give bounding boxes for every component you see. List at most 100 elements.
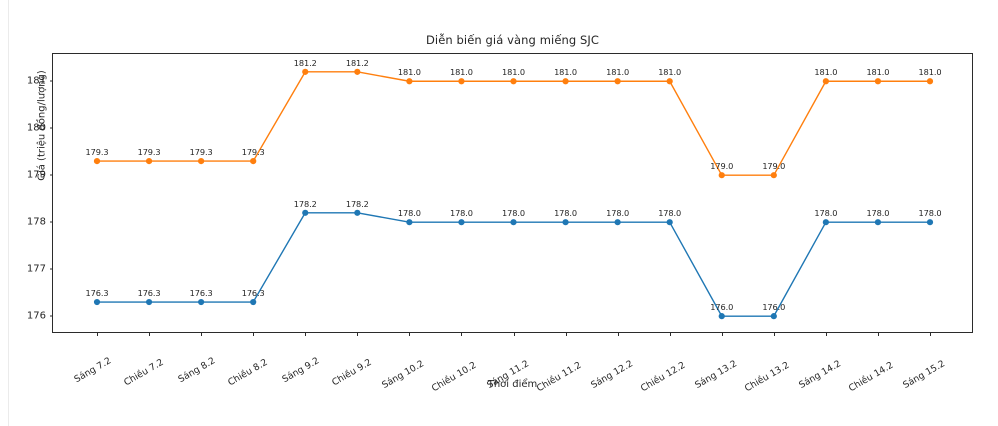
- data-point-label: 178.2: [345, 198, 369, 209]
- x-tick-mark: [929, 332, 931, 336]
- y-tick-label: 177: [26, 263, 46, 275]
- data-point-label: 178.0: [658, 208, 682, 219]
- x-tick-mark: [305, 332, 307, 336]
- data-point-marker: [614, 78, 621, 85]
- data-point-marker: [458, 219, 465, 226]
- y-tick-mark: [49, 268, 53, 270]
- data-point-marker: [926, 78, 934, 85]
- data-point-marker: [302, 68, 309, 75]
- x-tick-mark: [721, 332, 723, 336]
- series-line-1: [96, 212, 931, 317]
- data-point-marker: [145, 158, 153, 165]
- x-tick-label: Chiều 8.2: [226, 338, 302, 388]
- x-axis-label: Thời điểm: [487, 379, 538, 390]
- data-point-marker: [822, 78, 829, 85]
- x-tick-label: Sáng 9.2: [281, 338, 352, 385]
- data-point-label: 179.3: [137, 147, 161, 158]
- y-tick-mark: [49, 221, 53, 223]
- data-point-marker: [926, 219, 934, 226]
- series-line-0: [96, 71, 931, 176]
- x-tick-label: Chiều 9.2: [330, 338, 406, 388]
- data-point-label: 176.3: [241, 288, 265, 299]
- x-tick-mark: [409, 332, 411, 336]
- y-tick-label: 179: [26, 169, 46, 181]
- data-point-marker: [510, 78, 517, 85]
- data-point-label: 176.3: [189, 288, 213, 299]
- x-tick-mark: [253, 332, 255, 336]
- data-point-marker: [770, 172, 777, 179]
- data-point-marker: [354, 209, 361, 216]
- y-tick-mark: [49, 80, 53, 82]
- x-tick-label: Sáng 10.2: [381, 338, 462, 391]
- y-tick-label: 181: [26, 75, 46, 87]
- data-point-marker: [198, 298, 205, 306]
- x-tick-mark: [877, 332, 879, 336]
- data-point-label: 178.0: [814, 208, 838, 219]
- x-tick-mark: [773, 332, 775, 336]
- data-point-label: 178.0: [554, 208, 578, 219]
- x-tick-label: Sáng 7.2: [72, 338, 143, 385]
- y-tick-label: 178: [26, 216, 46, 228]
- figure-left-border: [8, 0, 9, 426]
- data-point-marker: [458, 78, 465, 85]
- y-tick-label: 176: [26, 310, 46, 322]
- chart-title: Diễn biến giá vàng miếng SJC: [425, 33, 600, 47]
- x-tick-mark: [357, 332, 359, 336]
- data-point-label: 178.0: [606, 208, 630, 219]
- plot-area: 176 177 178 179 180 181 Sáng 7.2 Chiều 7.2 Sáng…: [27, 53, 973, 394]
- data-point-label: 181.0: [397, 67, 421, 78]
- x-tick-mark: [825, 332, 827, 336]
- data-point-marker: [406, 78, 413, 85]
- data-point-marker: [354, 68, 361, 75]
- y-tick-mark: [49, 127, 53, 129]
- data-point-label: 178.0: [866, 208, 890, 219]
- x-tick-mark: [617, 332, 619, 336]
- x-tick-mark: [201, 332, 203, 336]
- data-point-label: 181.0: [866, 67, 890, 78]
- data-point-label: 178.0: [502, 208, 525, 219]
- x-tick-mark: [461, 332, 463, 336]
- data-point-marker: [93, 158, 101, 165]
- x-tick-mark: [97, 332, 98, 336]
- data-point-marker: [198, 158, 205, 165]
- data-point-marker: [822, 219, 829, 226]
- data-point-marker: [510, 219, 517, 226]
- x-tick-mark: [669, 332, 671, 336]
- y-tick-mark: [49, 174, 53, 176]
- data-point-label: 181.0: [814, 67, 838, 78]
- data-point-label: 176.3: [137, 288, 161, 299]
- data-point-label: 181.0: [502, 67, 525, 78]
- data-point-label: 181.2: [293, 57, 317, 68]
- data-point-marker: [614, 219, 621, 226]
- data-point-label: 179.0: [762, 161, 786, 172]
- data-point-marker: [666, 78, 673, 85]
- data-point-label: 181.0: [918, 67, 942, 78]
- data-point-label: 176.0: [762, 302, 786, 313]
- data-point-label: 181.0: [606, 67, 630, 78]
- x-tick-label: Sáng 8.2: [177, 338, 248, 385]
- x-tick-label: Sáng 11.2: [485, 338, 566, 391]
- data-point-marker: [874, 78, 882, 85]
- data-point-label: 179.0: [710, 161, 734, 172]
- x-tick-label: Chiều 7.2: [122, 338, 198, 388]
- data-point-marker: [718, 172, 725, 179]
- series-lines: [93, 68, 934, 320]
- y-tick-label: 180: [26, 122, 46, 134]
- data-point-label: 181.0: [554, 67, 578, 78]
- data-point-label: 178.0: [449, 208, 473, 219]
- data-point-label: 179.3: [189, 147, 213, 158]
- y-tick-mark: [49, 315, 53, 317]
- data-point-label: 181.0: [449, 67, 473, 78]
- x-tick-mark: [149, 332, 151, 336]
- data-point-label: 179.3: [85, 147, 109, 158]
- data-point-marker: [562, 78, 569, 85]
- x-tick-mark: [513, 332, 515, 336]
- x-tick-label: Sáng 15.2: [901, 338, 982, 391]
- data-point-label: 181.0: [658, 67, 682, 78]
- data-point-marker: [250, 298, 257, 306]
- data-point-label: 178.2: [293, 198, 317, 209]
- x-tick-mark: [565, 332, 567, 336]
- data-point-label: 178.0: [918, 208, 942, 219]
- x-tick-label: Sáng 13.2: [693, 338, 774, 391]
